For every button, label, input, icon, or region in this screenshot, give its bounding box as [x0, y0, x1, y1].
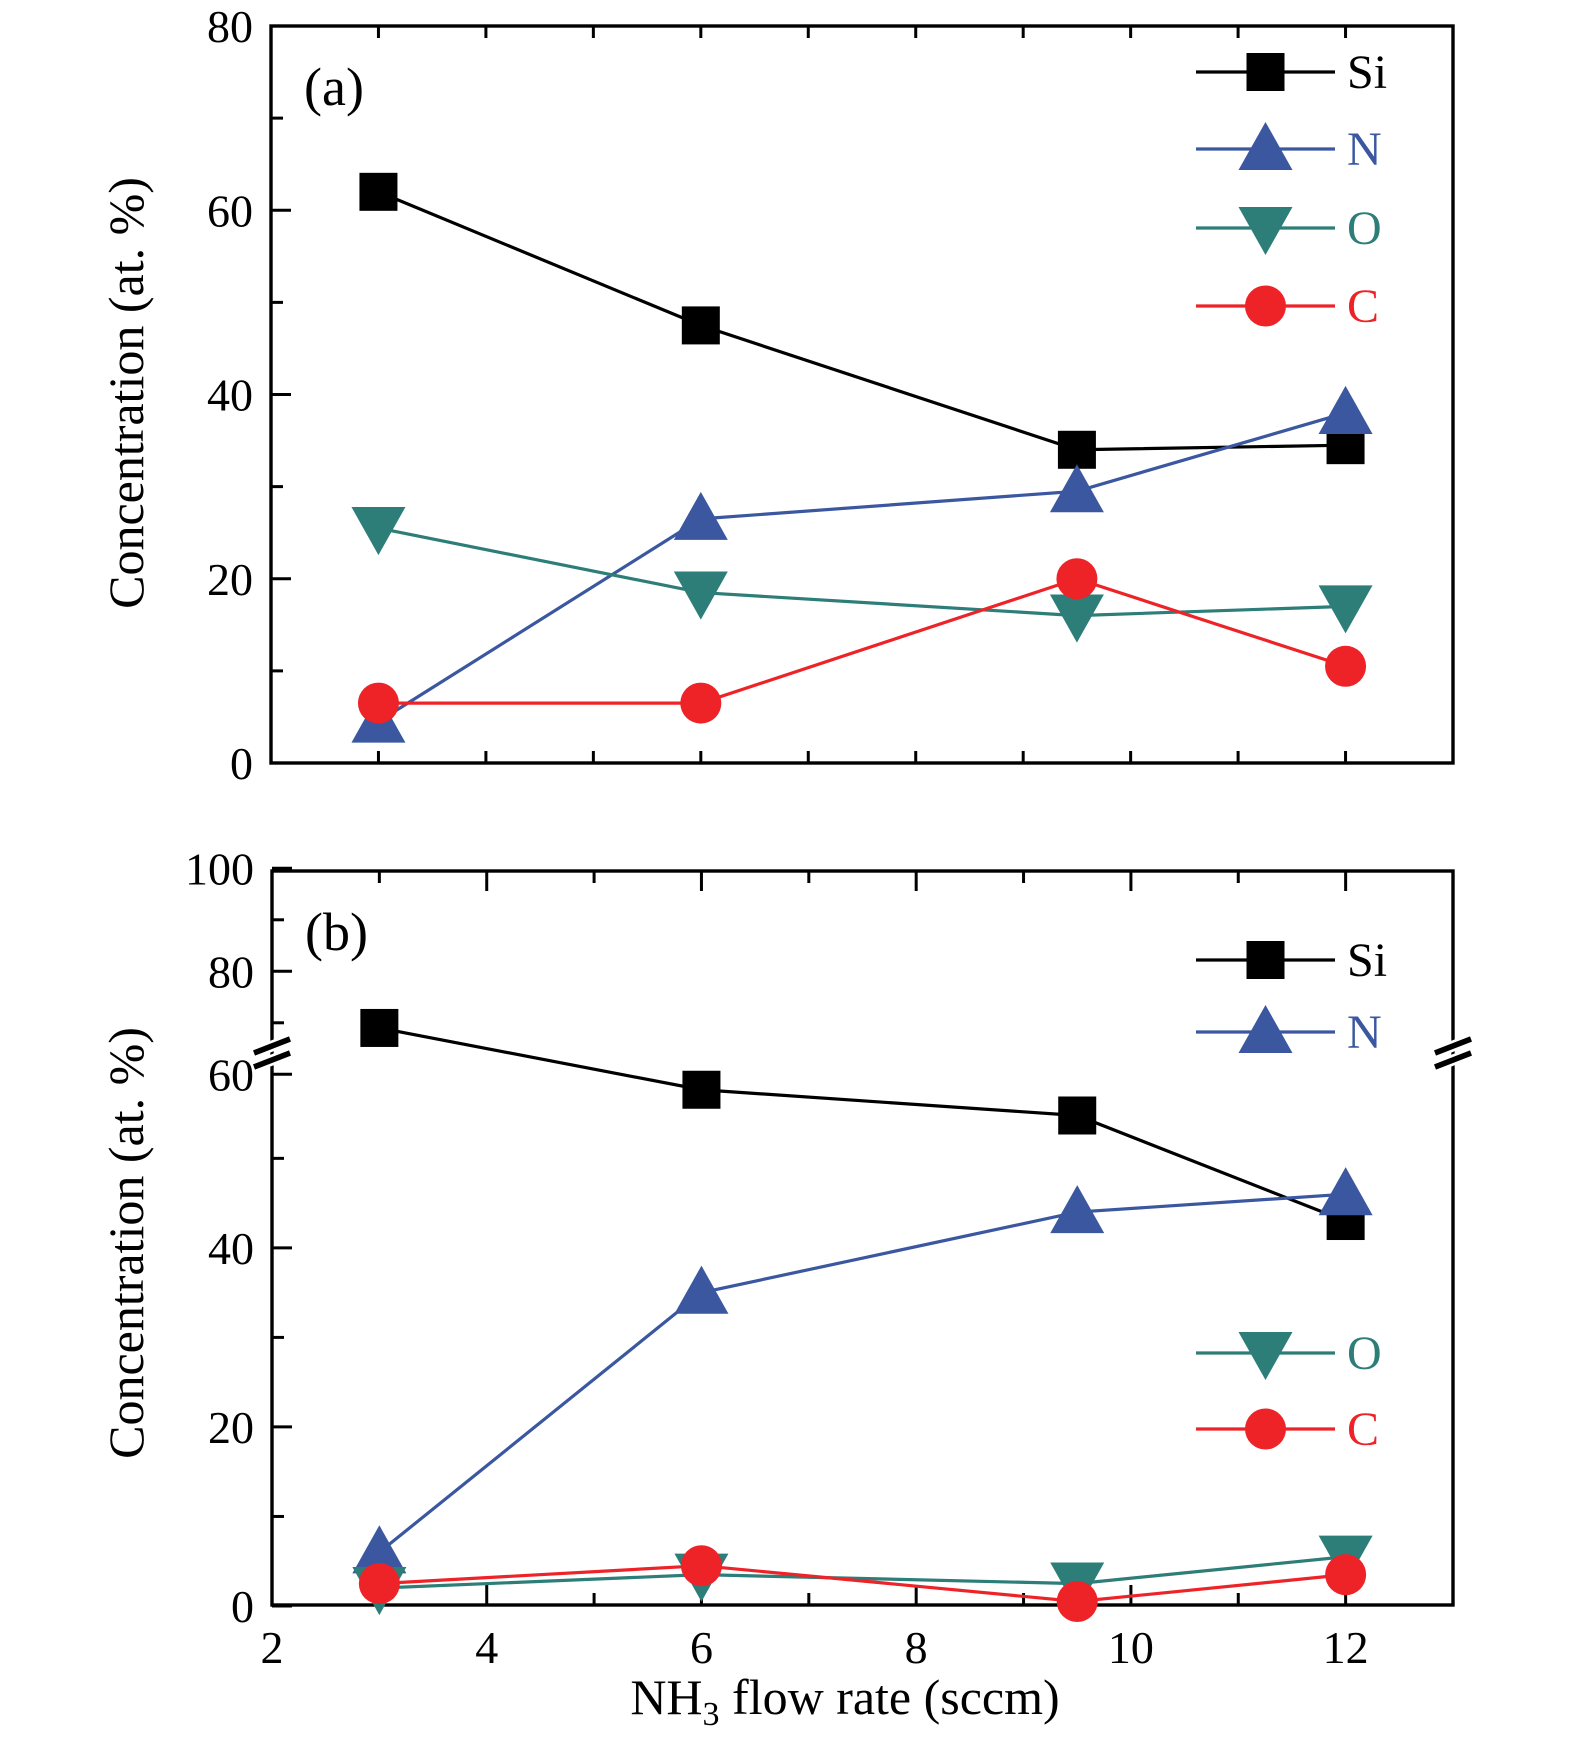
- svg-text:100: 100: [185, 843, 254, 894]
- svg-text:Si: Si: [1347, 934, 1387, 987]
- svg-text:C: C: [1347, 280, 1379, 333]
- svg-text:0: 0: [231, 1581, 254, 1632]
- svg-text:(b): (b): [305, 902, 368, 962]
- svg-text:40: 40: [207, 370, 253, 421]
- svg-text:Si: Si: [1347, 46, 1387, 99]
- svg-text:60: 60: [207, 185, 253, 236]
- svg-text:N: N: [1347, 123, 1382, 176]
- svg-text:80: 80: [207, 1, 253, 52]
- svg-text:(a): (a): [304, 57, 364, 117]
- svg-text:C: C: [1347, 1403, 1379, 1456]
- svg-text:40: 40: [208, 1223, 254, 1274]
- svg-text:20: 20: [208, 1402, 254, 1453]
- svg-text:60: 60: [208, 1049, 254, 1100]
- svg-text:6: 6: [690, 1622, 713, 1673]
- svg-text:4: 4: [475, 1622, 498, 1673]
- svg-text:O: O: [1347, 202, 1382, 255]
- svg-text:12: 12: [1323, 1622, 1369, 1673]
- svg-text:2: 2: [261, 1622, 284, 1673]
- svg-text:20: 20: [207, 554, 253, 605]
- svg-text:80: 80: [208, 946, 254, 997]
- svg-text:8: 8: [905, 1622, 928, 1673]
- svg-text:O: O: [1347, 1327, 1382, 1380]
- svg-text:0: 0: [230, 738, 253, 789]
- svg-text:N: N: [1347, 1006, 1382, 1059]
- svg-text:10: 10: [1108, 1622, 1154, 1673]
